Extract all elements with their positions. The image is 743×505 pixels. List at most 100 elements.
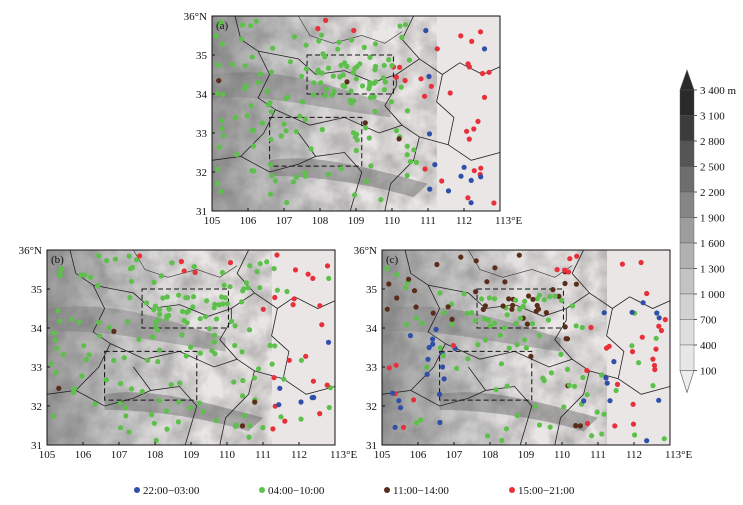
region-box-north bbox=[141, 288, 229, 329]
station-dot-red bbox=[303, 353, 309, 359]
station-dot-green bbox=[293, 174, 299, 180]
colorbar-segment bbox=[679, 191, 695, 218]
station-dot-green bbox=[151, 420, 157, 426]
station-dot-green bbox=[363, 125, 369, 131]
y-tick-label: 36°N bbox=[19, 245, 42, 257]
station-dot-red bbox=[178, 258, 184, 265]
province-border bbox=[410, 390, 486, 407]
station-dot-brown bbox=[502, 279, 508, 285]
station-dot-green bbox=[183, 353, 189, 359]
station-dot-green bbox=[81, 343, 87, 349]
colorbar-label: 2 500 bbox=[700, 162, 725, 174]
province-border bbox=[271, 308, 290, 379]
station-dot-red bbox=[478, 165, 484, 171]
region-box-north bbox=[306, 54, 394, 95]
station-dot-brown bbox=[216, 78, 222, 84]
y-tick-label: 31 bbox=[366, 440, 377, 452]
station-dot-green bbox=[247, 423, 253, 429]
station-dot-green bbox=[404, 108, 411, 114]
station-dot-red bbox=[439, 178, 445, 184]
station-dot-green bbox=[580, 374, 586, 381]
station-dot-green bbox=[211, 339, 217, 345]
station-dot-green bbox=[219, 269, 226, 276]
station-dot-green bbox=[281, 376, 287, 382]
station-dot-green bbox=[482, 337, 488, 343]
station-dot-green bbox=[499, 437, 505, 443]
x-tick-label: 106 bbox=[75, 449, 92, 461]
station-dot-brown bbox=[344, 79, 350, 85]
station-dot-green bbox=[197, 316, 203, 322]
station-dot-green bbox=[497, 332, 504, 338]
province-border bbox=[93, 249, 256, 317]
province-border bbox=[436, 74, 455, 145]
station-dot-green bbox=[214, 181, 220, 187]
station-dot-green bbox=[350, 70, 356, 76]
station-dot-brown bbox=[434, 261, 440, 268]
station-dot-blue bbox=[468, 200, 474, 206]
station-dot-green bbox=[255, 79, 262, 85]
station-dot-red bbox=[319, 322, 325, 328]
station-dot-green bbox=[251, 375, 258, 381]
station-dot-blue bbox=[276, 402, 282, 408]
station-dot-red bbox=[639, 334, 645, 340]
station-dot-green bbox=[545, 317, 552, 323]
station-dot-brown bbox=[394, 295, 400, 301]
station-dot-green bbox=[128, 386, 135, 392]
station-dot-green bbox=[213, 316, 220, 322]
station-dot-brown bbox=[492, 265, 498, 271]
station-dot-green bbox=[632, 432, 638, 438]
station-dot-green bbox=[144, 300, 150, 306]
station-dot-brown bbox=[509, 306, 515, 312]
station-dot-green bbox=[404, 322, 410, 328]
station-dot-green bbox=[386, 57, 392, 63]
station-dot-red bbox=[464, 128, 470, 134]
station-dot-green bbox=[219, 41, 225, 47]
station-dot-green bbox=[281, 121, 287, 127]
station-dot-green bbox=[407, 159, 413, 165]
station-dot-green bbox=[573, 323, 579, 329]
station-dot-green bbox=[319, 127, 325, 133]
station-dot-green bbox=[248, 103, 254, 109]
station-dot-green bbox=[338, 62, 344, 68]
y-tick-label: 33 bbox=[366, 362, 378, 374]
station-dot-green bbox=[229, 61, 236, 67]
station-dot-green bbox=[224, 301, 230, 307]
station-dot-blue bbox=[430, 341, 436, 347]
x-tick-label: 107 bbox=[446, 449, 463, 461]
station-dot-blue bbox=[437, 391, 443, 397]
station-dot-blue bbox=[629, 309, 635, 315]
x-tick-label: 105 bbox=[39, 449, 56, 461]
station-dot-green bbox=[240, 393, 246, 399]
panel-b: 105 106 107 108 109 110 111 112 113°E 36°N 35 34 33 3… bbox=[19, 245, 358, 461]
station-dot-green bbox=[354, 137, 360, 143]
station-dot-blue bbox=[423, 27, 429, 34]
station-dot-green bbox=[270, 45, 276, 51]
station-dot-green bbox=[96, 319, 102, 325]
station-dot-green bbox=[340, 82, 346, 89]
station-dot-green bbox=[95, 282, 101, 289]
station-dot-green bbox=[547, 294, 553, 300]
station-dot-green bbox=[399, 34, 405, 41]
station-dot-green bbox=[247, 263, 253, 269]
station-dot-green bbox=[336, 39, 342, 45]
station-dot-green bbox=[219, 118, 225, 124]
province-border bbox=[428, 249, 591, 317]
station-dot-green bbox=[316, 38, 322, 44]
station-dot-brown bbox=[362, 120, 368, 126]
station-dot-red bbox=[658, 327, 665, 334]
panel-a: 105 106 107 108 109 110 111 112 113°E 36°N 35 34 33 3… bbox=[184, 11, 523, 227]
colorbar-segment bbox=[679, 89, 695, 116]
y-tick-label: 35 bbox=[196, 50, 208, 62]
station-dot-green bbox=[303, 66, 309, 72]
colorbar-label: 3 400 m bbox=[700, 85, 737, 97]
station-dot-blue bbox=[426, 344, 432, 351]
station-dot-green bbox=[354, 131, 360, 137]
station-dot-red bbox=[619, 261, 626, 267]
station-dot-red bbox=[662, 317, 668, 323]
station-dot-green bbox=[179, 308, 186, 315]
legend-label: 22:00−03:00 bbox=[143, 485, 200, 497]
station-dot-red bbox=[181, 268, 187, 274]
station-dot-green bbox=[220, 91, 226, 97]
station-dot-green bbox=[220, 301, 226, 307]
